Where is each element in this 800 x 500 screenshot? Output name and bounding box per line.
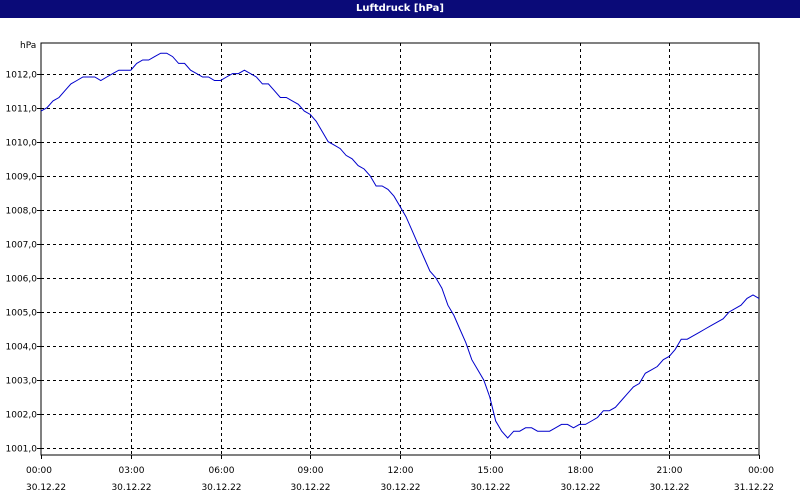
y-tick-label: 1007,0 xyxy=(6,241,38,251)
y-axis-unit-label: hPa xyxy=(20,41,36,51)
y-tick-label: 1001,0 xyxy=(6,445,38,455)
y-tick-label: 1011,0 xyxy=(6,105,38,115)
x-tick-date-label: 30.12.22 xyxy=(649,483,689,493)
x-tick-date-label: 30.12.22 xyxy=(111,483,151,493)
y-axis-ticks: 1001,0 1002,0 1003,0 1004,0 1005,0 1006,0 1007… xyxy=(6,71,41,455)
x-tick-time-label: 09:00 xyxy=(298,466,324,476)
x-tick-date-label: 30.12.22 xyxy=(26,483,66,493)
y-tick-label: 1003,0 xyxy=(6,377,38,387)
x-tick-time-label: 21:00 xyxy=(657,466,683,476)
x-tick-time-label: 00:00 xyxy=(26,466,52,476)
x-tick-date-label: 31.12.22 xyxy=(734,483,774,493)
x-tick-time-label: 00:00 xyxy=(748,466,774,476)
x-tick-time-label: 12:00 xyxy=(388,466,414,476)
x-tick-date-label: 30.12.22 xyxy=(560,483,600,493)
pressure-series-line xyxy=(40,52,760,439)
y-tick-label: 1005,0 xyxy=(6,309,38,319)
x-tick-time-label: 03:00 xyxy=(119,466,145,476)
x-axis-ticks: 00:00 30.12.22 03:00 30.12.22 06:00 30.12.22 0… xyxy=(26,455,774,493)
x-tick-date-label: 30.12.22 xyxy=(470,483,510,493)
x-tick-date-label: 30.12.22 xyxy=(201,483,241,493)
x-tick-time-label: 06:00 xyxy=(209,466,235,476)
y-tick-label: 1004,0 xyxy=(6,343,38,353)
plot-frame: hPa 1001,0 1002,0 1003,0 1004,0 1005,0 1006,0… xyxy=(0,18,800,500)
y-tick-label: 1002,0 xyxy=(6,411,38,421)
plot-area-border xyxy=(40,42,760,456)
pressure-chart: hPa 1001,0 1002,0 1003,0 1004,0 1005,0 1006,0… xyxy=(6,41,775,493)
y-tick-label: 1006,0 xyxy=(6,275,38,285)
y-tick-label: 1010,0 xyxy=(6,139,38,149)
chart-title: Luftdruck [hPa] xyxy=(0,0,800,18)
x-tick-time-label: 18:00 xyxy=(568,466,594,476)
x-tick-date-label: 30.12.22 xyxy=(380,483,420,493)
grid xyxy=(41,43,759,455)
y-tick-label: 1009,0 xyxy=(6,173,38,183)
y-tick-label: 1008,0 xyxy=(6,207,38,217)
x-tick-time-label: 15:00 xyxy=(478,466,504,476)
x-tick-date-label: 30.12.22 xyxy=(290,483,330,493)
y-tick-label: 1012,0 xyxy=(6,71,38,81)
